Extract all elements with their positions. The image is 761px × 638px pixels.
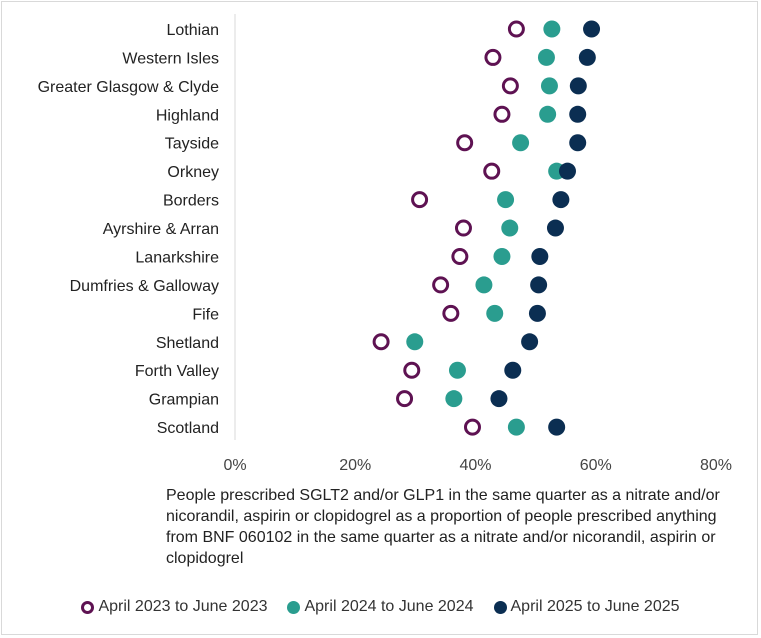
legend-marker [493, 600, 507, 614]
x-tick-label: 0% [223, 457, 246, 474]
legend-marker [287, 600, 301, 614]
data-point [442, 304, 460, 322]
category-label: Ayrshire & Arran [103, 221, 219, 238]
category-label: Western Isles [122, 50, 219, 67]
data-point [530, 276, 548, 294]
category-label: Orkney [167, 164, 219, 181]
data-point [569, 105, 587, 123]
category-label: Shetland [156, 335, 219, 352]
data-point [403, 361, 421, 379]
category-label: Greater Glasgow & Clyde [38, 79, 220, 96]
category-label: Tayside [165, 136, 219, 153]
x-axis-label: People prescribed SGLT2 and/or GLP1 in t… [166, 487, 720, 567]
data-point [490, 390, 508, 408]
data-point [504, 361, 522, 379]
data-point [507, 20, 525, 38]
dot-plot-chart: Lothian Western Isles Greater Glasgow & Cl… [38, 14, 732, 474]
legend-label: April 2023 to June 2023 [98, 598, 268, 615]
data-point [483, 162, 501, 180]
category-label: Scotland [157, 420, 219, 437]
x-tick-label: 80% [700, 457, 732, 474]
legend-item: April 2023 to June 2023 [81, 598, 267, 616]
data-point [486, 304, 504, 322]
data-point [497, 191, 515, 209]
data-point [548, 418, 566, 436]
data-point [507, 418, 525, 436]
data-point [528, 304, 546, 322]
data-point [540, 77, 558, 95]
data-point [543, 20, 561, 38]
data-point [396, 390, 414, 408]
category-label: Forth Valley [135, 363, 219, 380]
data-point [448, 361, 466, 379]
data-point [456, 134, 474, 152]
data-point [493, 247, 511, 265]
data-point [569, 134, 587, 152]
legend-item: April 2025 to June 2025 [493, 598, 680, 616]
data-point [531, 247, 549, 265]
data-point [578, 48, 596, 66]
data-point [552, 191, 570, 209]
data-point [569, 77, 587, 95]
data-point [512, 134, 530, 152]
legend: April 2023 to June 2023 April 2024 to Jun… [0, 598, 761, 616]
data-point [501, 77, 519, 95]
data-point [463, 418, 481, 436]
data-point [406, 333, 424, 351]
x-tick-label: 20% [339, 457, 371, 474]
data-point [451, 247, 469, 265]
category-label: Highland [156, 107, 219, 124]
data-point [493, 105, 511, 123]
data-point [432, 276, 450, 294]
category-label: Borders [163, 193, 219, 210]
data-point [484, 48, 502, 66]
legend-item: April 2024 to June 2024 [287, 598, 474, 616]
x-tick-label: 40% [459, 457, 491, 474]
category-label: Lanarkshire [135, 249, 219, 266]
category-label: Dumfries & Galloway [70, 278, 219, 295]
x-tick-label: 60% [580, 457, 612, 474]
data-point [583, 20, 601, 38]
data-point [539, 105, 557, 123]
legend-marker [81, 600, 95, 614]
data-point [501, 219, 519, 237]
data-point [454, 219, 472, 237]
data-point [475, 276, 493, 294]
category-label: Grampian [149, 392, 219, 409]
data-point [558, 162, 576, 180]
data-point [546, 219, 564, 237]
data-point [445, 390, 463, 408]
category-label: Lothian [167, 22, 220, 39]
data-point [521, 333, 539, 351]
data-point [411, 191, 429, 209]
legend-label: April 2024 to June 2024 [304, 598, 474, 615]
legend-label: April 2025 to June 2025 [510, 598, 680, 615]
data-point [537, 48, 555, 66]
data-point [372, 333, 390, 351]
category-label: Fife [192, 306, 219, 323]
